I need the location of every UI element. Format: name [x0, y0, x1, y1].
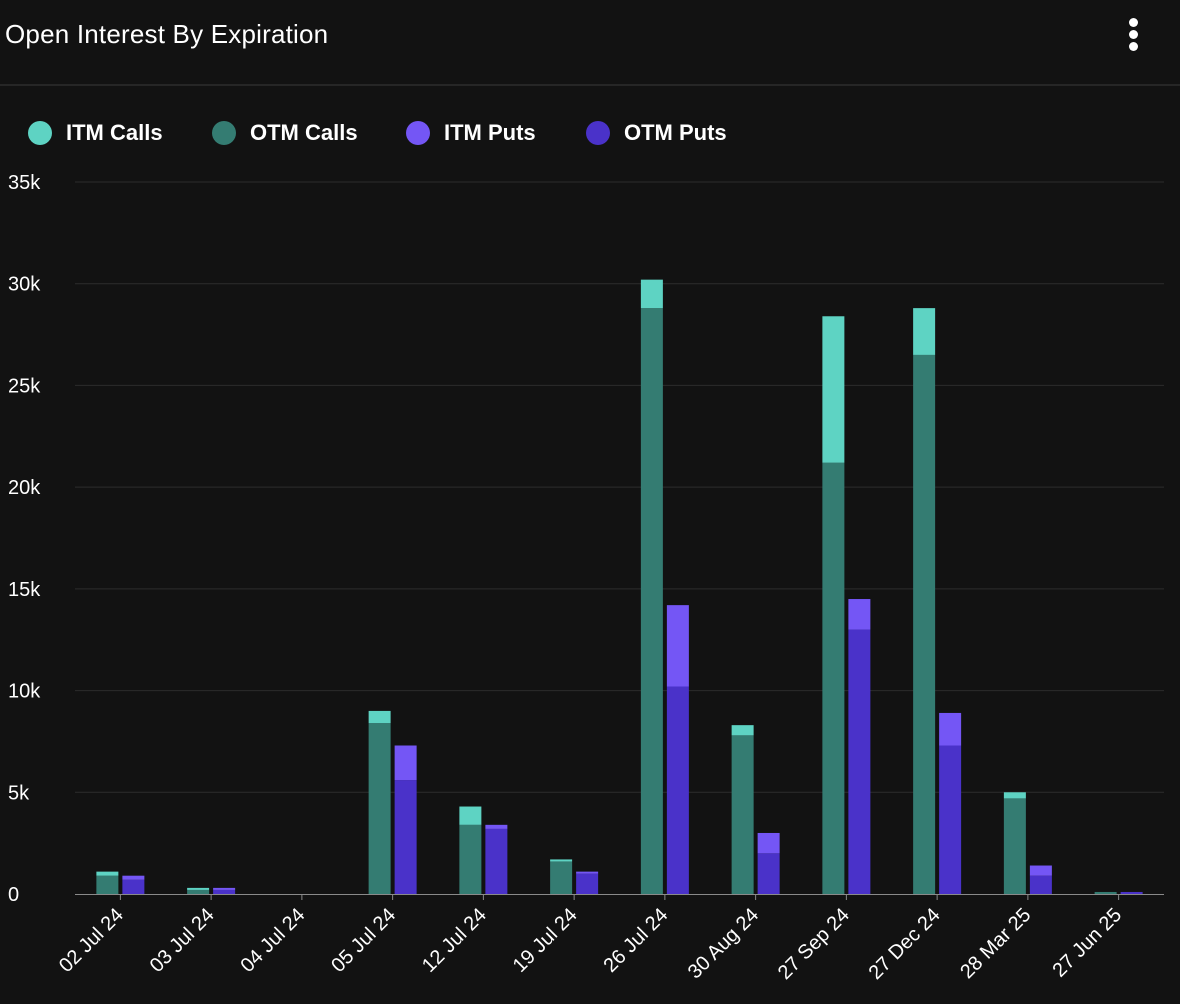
x-tick-label: 03 Jul 24: [146, 904, 219, 977]
y-tick-label: 20k: [8, 477, 41, 499]
bar-otm-puts: [213, 889, 236, 894]
x-tick-label: 27 Dec 24: [865, 904, 945, 984]
bar-itm-calls: [368, 710, 391, 724]
legend-dot-itm-calls: [28, 121, 52, 145]
bar-otm-puts: [757, 853, 780, 894]
bar-itm-puts: [122, 875, 145, 880]
bar-itm-calls: [187, 887, 210, 890]
bar-otm-puts: [848, 629, 871, 894]
bar-itm-puts: [757, 832, 780, 854]
y-tick-label: 10k: [8, 681, 41, 703]
x-tick-label: 26 Jul 24: [599, 904, 672, 977]
chart-title: Open Interest By Expiration: [5, 19, 329, 49]
bar-otm-calls: [550, 861, 573, 894]
y-tick-label: 15k: [8, 579, 41, 601]
bar-itm-puts: [848, 599, 871, 630]
bar-itm-calls: [550, 859, 573, 862]
bar-otm-calls: [822, 462, 845, 894]
bar-otm-calls: [96, 875, 119, 894]
bar-otm-calls: [1003, 798, 1026, 894]
bar-itm-puts: [485, 824, 508, 829]
y-tick-label: 0: [8, 884, 19, 906]
bar-otm-calls: [187, 889, 210, 894]
x-tick-label: 27 Jun 25: [1048, 904, 1126, 982]
chart-header: Open Interest By Expiration: [0, 0, 1180, 86]
bar-itm-calls: [459, 806, 482, 825]
x-tick-label: 27 Sep 24: [774, 904, 854, 984]
x-tick-label: 19 Jul 24: [509, 904, 582, 977]
y-tick-label: 30k: [8, 274, 41, 296]
bar-otm-puts: [485, 828, 508, 894]
x-tick-label: 12 Jul 24: [418, 904, 491, 977]
bar-itm-calls: [640, 279, 663, 309]
bar-otm-puts: [1120, 891, 1143, 894]
bar-otm-puts: [122, 879, 145, 894]
bar-otm-puts: [1029, 875, 1052, 894]
y-tick-label: 35k: [8, 172, 41, 194]
bar-itm-calls: [1003, 792, 1026, 799]
bar-itm-puts: [394, 745, 417, 781]
legend-label-otm-puts: OTM Puts: [624, 120, 727, 145]
y-tick-label: 5k: [8, 782, 30, 804]
x-tick-label: 30 Aug 24: [684, 904, 763, 983]
bar-itm-puts: [666, 605, 689, 687]
bar-otm-puts: [394, 780, 417, 894]
bar-otm-puts: [666, 686, 689, 894]
bar-itm-puts: [939, 712, 962, 746]
bar-itm-calls: [731, 725, 754, 736]
y-tick-label: 25k: [8, 375, 41, 397]
bar-itm-calls: [913, 308, 936, 355]
bar-otm-calls: [913, 354, 936, 894]
bar-itm-puts: [576, 871, 599, 874]
x-tick-label: 28 Mar 25: [956, 904, 1035, 983]
bar-otm-calls: [368, 723, 391, 894]
x-tick-label: 02 Jul 24: [55, 904, 128, 977]
bar-itm-puts: [1029, 865, 1052, 876]
legend-dot-itm-puts: [406, 121, 430, 145]
bar-otm-calls: [731, 735, 754, 894]
bar-itm-puts: [213, 887, 236, 890]
legend-label-itm-puts: ITM Puts: [444, 120, 536, 145]
x-tick-label: 05 Jul 24: [327, 904, 400, 977]
legend-dot-otm-calls: [212, 121, 236, 145]
bar-otm-puts: [576, 873, 599, 894]
x-tick-label: 04 Jul 24: [236, 904, 309, 977]
legend-dot-otm-puts: [586, 121, 610, 145]
bar-otm-calls: [1094, 891, 1117, 894]
chart-legend: ITM Calls OTM Calls ITM Puts OTM Puts: [0, 116, 1180, 152]
bar-otm-puts: [939, 745, 962, 894]
bar-otm-calls: [640, 308, 663, 894]
bar-itm-calls: [96, 871, 119, 876]
bar-otm-calls: [459, 824, 482, 894]
bar-itm-calls: [822, 316, 845, 463]
legend-label-otm-calls: OTM Calls: [250, 120, 358, 145]
legend-label-itm-calls: ITM Calls: [66, 120, 163, 145]
more-vertical-icon[interactable]: [1116, 14, 1152, 54]
